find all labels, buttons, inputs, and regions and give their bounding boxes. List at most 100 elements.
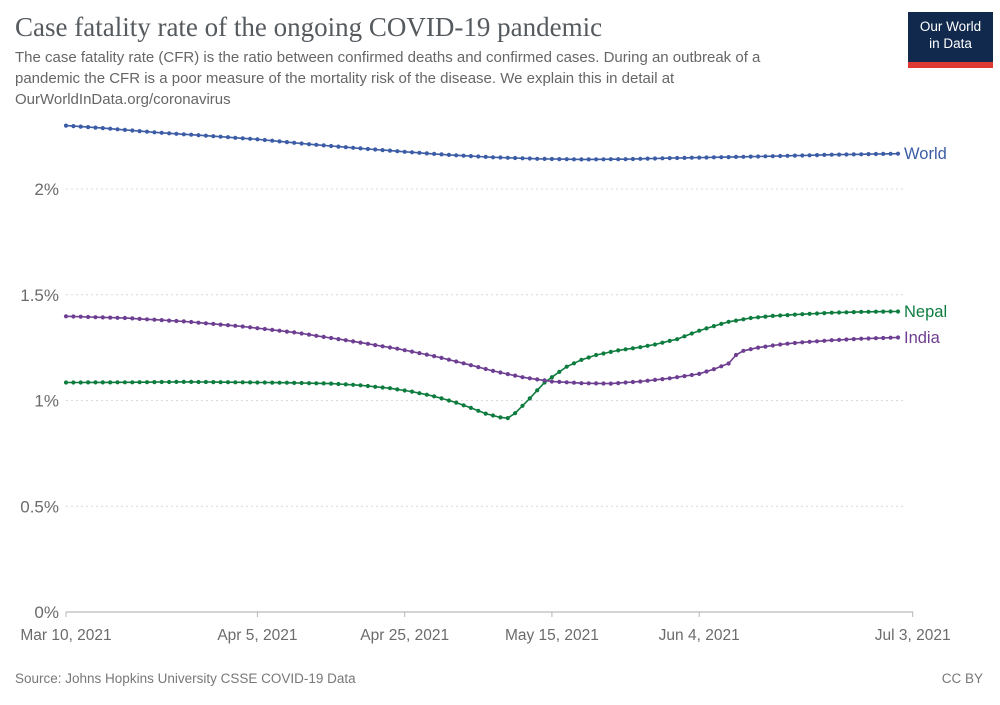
data-point bbox=[144, 380, 150, 385]
data-point bbox=[785, 313, 790, 318]
data-point bbox=[409, 389, 415, 394]
data-point bbox=[78, 380, 83, 385]
chart-subtitle: The case fatality rate (CFR) is the rati… bbox=[15, 49, 761, 108]
x-tick-label: Jun 4, 2021 bbox=[659, 627, 740, 644]
data-point bbox=[225, 380, 231, 385]
data-point bbox=[785, 341, 790, 346]
data-point bbox=[888, 151, 893, 156]
data-point bbox=[895, 309, 901, 314]
data-point bbox=[616, 348, 621, 353]
data-point bbox=[763, 314, 768, 319]
data-point bbox=[549, 379, 555, 384]
data-point bbox=[601, 351, 606, 356]
data-point bbox=[697, 328, 702, 333]
data-point bbox=[439, 396, 444, 401]
data-point bbox=[822, 311, 827, 316]
data-point bbox=[770, 343, 775, 348]
x-tick-label: Apr 25, 2021 bbox=[360, 627, 449, 644]
data-point bbox=[299, 380, 304, 386]
data-point bbox=[63, 123, 69, 128]
data-point bbox=[652, 156, 658, 161]
data-point bbox=[218, 134, 223, 139]
data-point bbox=[218, 322, 223, 327]
y-gridlines bbox=[66, 188, 903, 507]
data-point bbox=[424, 352, 429, 357]
data-point bbox=[71, 124, 76, 129]
data-point bbox=[248, 325, 253, 330]
data-point bbox=[395, 346, 400, 351]
data-point bbox=[203, 321, 208, 326]
data-point bbox=[203, 379, 208, 385]
data-point bbox=[115, 315, 120, 320]
data-point bbox=[675, 375, 680, 380]
data-point bbox=[108, 126, 113, 131]
data-point bbox=[748, 347, 753, 352]
data-point bbox=[314, 142, 319, 147]
data-point bbox=[255, 137, 260, 142]
data-point bbox=[800, 153, 805, 158]
data-point bbox=[358, 340, 363, 345]
data-point bbox=[270, 327, 275, 332]
data-point bbox=[351, 339, 356, 344]
data-point bbox=[262, 380, 267, 385]
data-point bbox=[468, 405, 473, 410]
data-point bbox=[100, 380, 105, 385]
data-point bbox=[579, 357, 584, 362]
data-point bbox=[859, 309, 864, 314]
chart-canvas[interactable]: 0% 0.5% 1% 1.5% 2% Mar 10, 2021 Apr 5, 2021 Apr… bbox=[0, 0, 1000, 660]
data-point bbox=[174, 379, 179, 384]
data-point bbox=[130, 316, 135, 321]
data-point bbox=[174, 318, 179, 324]
data-point bbox=[454, 400, 459, 405]
data-point bbox=[645, 343, 650, 348]
data-point bbox=[240, 324, 245, 329]
data-point bbox=[292, 330, 297, 335]
data-point bbox=[535, 388, 540, 393]
data-point bbox=[137, 129, 142, 134]
data-point bbox=[468, 363, 473, 368]
data-point bbox=[461, 153, 466, 158]
series-world[interactable]: World bbox=[63, 123, 947, 164]
data-point bbox=[152, 380, 157, 385]
data-point bbox=[93, 380, 98, 385]
chart-plot-area[interactable]: 0% 0.5% 1% 1.5% 2% Mar 10, 2021 Apr 5, 2021 Apr… bbox=[0, 0, 1000, 660]
series-nepal[interactable]: Nepal bbox=[63, 303, 947, 421]
data-point bbox=[866, 336, 871, 341]
data-point bbox=[579, 157, 584, 162]
data-point bbox=[778, 313, 783, 318]
data-point bbox=[822, 152, 827, 157]
data-point bbox=[490, 368, 496, 373]
data-point bbox=[498, 415, 503, 420]
data-point bbox=[321, 143, 326, 148]
data-point bbox=[711, 367, 717, 372]
data-point bbox=[520, 375, 525, 380]
data-point bbox=[594, 381, 599, 386]
data-point bbox=[881, 309, 886, 314]
owid-logo[interactable]: Our World in Data bbox=[908, 12, 993, 68]
data-point bbox=[689, 372, 694, 378]
data-point bbox=[483, 411, 488, 416]
data-point bbox=[630, 156, 636, 162]
data-point bbox=[601, 157, 606, 162]
data-point bbox=[513, 155, 518, 161]
data-point bbox=[726, 319, 731, 324]
data-point bbox=[483, 366, 488, 372]
data-point bbox=[306, 381, 312, 386]
data-point bbox=[446, 357, 451, 362]
data-point bbox=[792, 340, 798, 346]
series-india[interactable]: India bbox=[63, 314, 941, 386]
data-point bbox=[594, 352, 599, 358]
data-point bbox=[837, 152, 842, 157]
data-point bbox=[623, 380, 628, 385]
data-point bbox=[859, 152, 864, 157]
data-point bbox=[86, 125, 91, 130]
owid-logo-line2: in Data bbox=[929, 36, 972, 51]
data-point bbox=[586, 157, 591, 162]
data-point bbox=[866, 152, 871, 157]
data-point bbox=[152, 130, 157, 135]
data-point bbox=[233, 380, 238, 385]
data-point bbox=[630, 379, 636, 385]
data-point bbox=[137, 316, 142, 321]
license-link[interactable]: CC BY bbox=[941, 671, 983, 686]
data-point bbox=[454, 153, 459, 158]
